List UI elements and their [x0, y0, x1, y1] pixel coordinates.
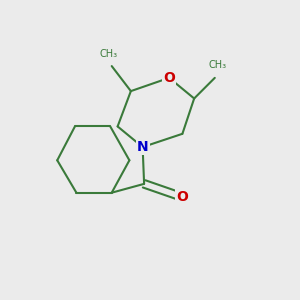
Text: O: O: [163, 71, 175, 85]
Text: CH₃: CH₃: [100, 49, 118, 59]
Text: CH₃: CH₃: [209, 61, 227, 70]
Text: N: N: [137, 140, 148, 154]
Text: O: O: [176, 190, 188, 204]
